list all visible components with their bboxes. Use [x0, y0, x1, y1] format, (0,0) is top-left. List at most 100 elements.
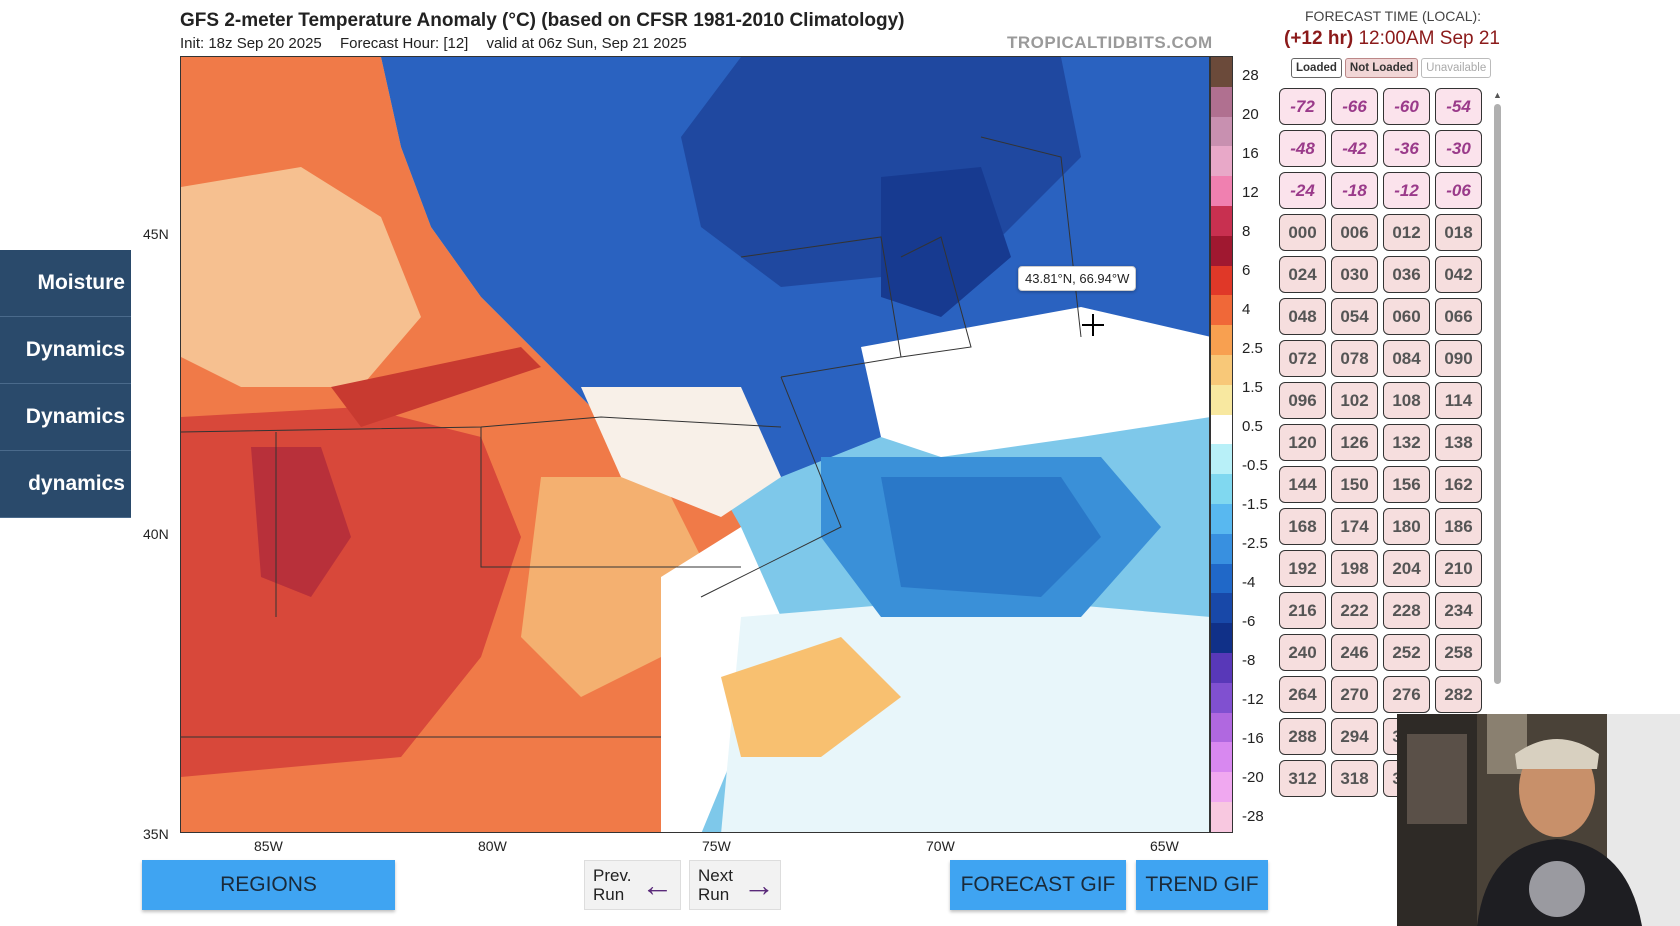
- lat-label-45n: 45N: [143, 226, 169, 242]
- forecast-hour-button[interactable]: 012: [1383, 214, 1430, 251]
- color-scale-label: 28: [1242, 67, 1259, 84]
- forecast-hour-button[interactable]: -12: [1383, 172, 1430, 209]
- prev-run-button[interactable]: Prev. Run ←: [584, 860, 681, 910]
- forecast-hour-button[interactable]: 252: [1383, 634, 1430, 671]
- color-scale-segment: [1211, 474, 1232, 504]
- forecast-hour-button[interactable]: 174: [1331, 508, 1378, 545]
- forecast-hour-button[interactable]: 312: [1279, 760, 1326, 797]
- forecast-local-time: 12:00AM Sep 21: [1358, 28, 1500, 49]
- forecast-hour-button[interactable]: 210: [1435, 550, 1482, 587]
- forecast-hour-button[interactable]: -42: [1331, 130, 1378, 167]
- forecast-hour-button[interactable]: 132: [1383, 424, 1430, 461]
- forecast-hour-button[interactable]: -36: [1383, 130, 1430, 167]
- forecast-hour-button[interactable]: 138: [1435, 424, 1482, 461]
- forecast-hour-button[interactable]: 036: [1383, 256, 1430, 293]
- forecast-hour-button[interactable]: 030: [1331, 256, 1378, 293]
- forecast-hour-button[interactable]: 090: [1435, 340, 1482, 377]
- forecast-hour-button[interactable]: -24: [1279, 172, 1326, 209]
- lon-label-65w: 65W: [1150, 838, 1179, 854]
- forecast-hour-button[interactable]: 276: [1383, 676, 1430, 713]
- color-scale-segment: [1211, 712, 1232, 743]
- cursor-coordinate-readout: 43.81°N, 66.94°W: [1018, 266, 1137, 291]
- color-scale-segment: [1211, 563, 1232, 594]
- menu-item-label: dynamics: [28, 472, 125, 495]
- trend-gif-button[interactable]: TREND GIF: [1136, 860, 1268, 910]
- forecast-hour-button[interactable]: 240: [1279, 634, 1326, 671]
- forecast-hour-button[interactable]: -72: [1279, 88, 1326, 125]
- forecast-hour-button[interactable]: 264: [1279, 676, 1326, 713]
- color-scale-segment: [1211, 116, 1232, 147]
- forecast-hour-button[interactable]: 282: [1435, 676, 1482, 713]
- forecast-hour-button[interactable]: 048: [1279, 298, 1326, 335]
- forecast-hour-button[interactable]: 096: [1279, 382, 1326, 419]
- forecast-hour-button[interactable]: 084: [1383, 340, 1430, 377]
- menu-item-dynamics-2[interactable]: Dynamics: [0, 384, 131, 451]
- forecast-hour-button[interactable]: 294: [1331, 718, 1378, 755]
- forecast-hour-button[interactable]: 180: [1383, 508, 1430, 545]
- color-scale-label: 0.5: [1242, 418, 1263, 435]
- forecast-hour-row: 216 222 228 234: [1279, 592, 1489, 629]
- scroll-up-icon[interactable]: ▲: [1493, 90, 1502, 100]
- forecast-hour-button[interactable]: 024: [1279, 256, 1326, 293]
- forecast-hour-button[interactable]: 042: [1435, 256, 1482, 293]
- forecast-hour-button[interactable]: 198: [1331, 550, 1378, 587]
- forecast-hour-button[interactable]: 258: [1435, 634, 1482, 671]
- color-scale-label: 1.5: [1242, 379, 1263, 396]
- forecast-hour-button[interactable]: -30: [1435, 130, 1482, 167]
- forecast-hour-button[interactable]: -18: [1331, 172, 1378, 209]
- forecast-hour-row: 168 174 180 186: [1279, 508, 1489, 545]
- forecast-hour-button[interactable]: 168: [1279, 508, 1326, 545]
- forecast-hour-button[interactable]: 114: [1435, 382, 1482, 419]
- valid-time: valid at 06z Sun, Sep 21 2025: [486, 35, 687, 52]
- color-scale-label: -16: [1242, 730, 1264, 747]
- forecast-hour-button[interactable]: 156: [1383, 466, 1430, 503]
- forecast-hour-button[interactable]: 078: [1331, 340, 1378, 377]
- regions-button[interactable]: REGIONS: [142, 860, 395, 910]
- forecast-hour-button[interactable]: 000: [1279, 214, 1326, 251]
- forecast-hour-button[interactable]: 150: [1331, 466, 1378, 503]
- forecast-hour-button[interactable]: 192: [1279, 550, 1326, 587]
- forecast-hour-button[interactable]: 246: [1331, 634, 1378, 671]
- forecast-hour-button[interactable]: 072: [1279, 340, 1326, 377]
- forecast-hour-button[interactable]: 006: [1331, 214, 1378, 251]
- forecast-hour-grid: -72 -66 -60 -54 -48 -42 -36 -30 -24 -18 -12 -06 000 0…: [1279, 88, 1489, 800]
- color-scale-segment: [1211, 354, 1232, 385]
- forecast-hour-button[interactable]: 318: [1331, 760, 1378, 797]
- forecast-hour-button[interactable]: 108: [1383, 382, 1430, 419]
- forecast-hour-button[interactable]: 204: [1383, 550, 1430, 587]
- forecast-hour-button[interactable]: 288: [1279, 718, 1326, 755]
- color-scale-bar: [1210, 56, 1233, 833]
- menu-item-dynamics-3[interactable]: dynamics: [0, 451, 131, 518]
- forecast-hour-button[interactable]: -48: [1279, 130, 1326, 167]
- forecast-hour-button[interactable]: -60: [1383, 88, 1430, 125]
- forecast-gif-button[interactable]: FORECAST GIF: [950, 860, 1126, 910]
- status-not-loaded-badge: Not Loaded: [1344, 58, 1419, 78]
- next-run-button[interactable]: Next Run →: [689, 860, 781, 910]
- forecast-hour-row: 024 030 036 042: [1279, 256, 1489, 293]
- forecast-hour-button[interactable]: 060: [1383, 298, 1430, 335]
- forecast-hour-button[interactable]: 270: [1331, 676, 1378, 713]
- forecast-hour-button[interactable]: 186: [1435, 508, 1482, 545]
- forecast-hour-button[interactable]: -54: [1435, 88, 1482, 125]
- temperature-anomaly-map[interactable]: [180, 56, 1210, 833]
- forecast-hour-button[interactable]: 066: [1435, 298, 1482, 335]
- forecast-hour-button[interactable]: 222: [1331, 592, 1378, 629]
- menu-item-dynamics-1[interactable]: Dynamics: [0, 317, 131, 384]
- forecast-hour-button[interactable]: 162: [1435, 466, 1482, 503]
- menu-item-moisture[interactable]: Moisture: [0, 250, 131, 317]
- forecast-hour-button[interactable]: 228: [1383, 592, 1430, 629]
- forecast-hour-button[interactable]: 144: [1279, 466, 1326, 503]
- forecast-hour-button[interactable]: 216: [1279, 592, 1326, 629]
- color-scale-label: -4: [1242, 574, 1256, 591]
- color-scale-label: -6: [1242, 613, 1256, 630]
- scrollbar-thumb[interactable]: [1494, 104, 1501, 684]
- forecast-hour-button[interactable]: 054: [1331, 298, 1378, 335]
- forecast-hour-button[interactable]: 102: [1331, 382, 1378, 419]
- forecast-hour-button[interactable]: 018: [1435, 214, 1482, 251]
- forecast-hour-button[interactable]: -66: [1331, 88, 1378, 125]
- forecast-hour-button[interactable]: 120: [1279, 424, 1326, 461]
- forecast-hour-button[interactable]: 234: [1435, 592, 1482, 629]
- map-subtitle: Init: 18z Sep 20 2025 Forecast Hour: [12…: [180, 35, 701, 52]
- forecast-hour-button[interactable]: 126: [1331, 424, 1378, 461]
- forecast-hour-button[interactable]: -06: [1435, 172, 1482, 209]
